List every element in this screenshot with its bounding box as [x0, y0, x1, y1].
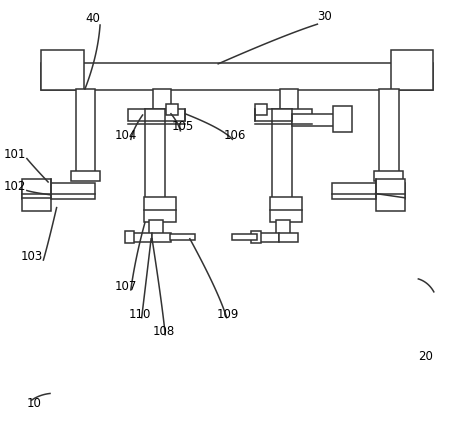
Text: 40: 40 — [85, 12, 100, 25]
Bar — [75, 89, 95, 174]
Text: 20: 20 — [419, 351, 434, 363]
Bar — [152, 233, 171, 242]
Text: 109: 109 — [217, 308, 239, 321]
Text: 104: 104 — [115, 128, 137, 142]
Bar — [146, 110, 165, 218]
Bar — [332, 183, 405, 199]
Bar — [270, 197, 302, 222]
Bar — [166, 104, 178, 115]
Bar — [22, 179, 51, 211]
Bar — [259, 233, 279, 242]
Bar — [251, 231, 261, 243]
Bar — [292, 114, 337, 126]
Bar — [153, 89, 171, 113]
Text: 110: 110 — [129, 308, 151, 321]
Bar — [22, 183, 95, 199]
Text: 108: 108 — [153, 325, 175, 338]
Bar — [71, 171, 100, 181]
Bar — [128, 110, 185, 122]
Bar — [280, 89, 298, 113]
Text: 105: 105 — [172, 120, 194, 133]
Bar — [391, 50, 433, 90]
Text: 106: 106 — [224, 128, 246, 142]
Bar — [132, 233, 152, 242]
Bar — [232, 234, 257, 241]
Text: 102: 102 — [4, 180, 26, 193]
Bar — [255, 104, 267, 115]
Text: 101: 101 — [4, 148, 26, 161]
Bar — [379, 89, 399, 174]
Bar — [144, 197, 176, 222]
Bar — [279, 233, 298, 242]
Text: 107: 107 — [115, 280, 137, 293]
Text: 10: 10 — [27, 397, 41, 410]
Bar — [333, 107, 352, 132]
Bar — [272, 110, 292, 218]
Bar — [375, 179, 405, 211]
Bar — [41, 62, 433, 90]
Bar — [149, 220, 164, 234]
Text: 103: 103 — [20, 250, 43, 263]
Bar — [41, 50, 83, 90]
Bar — [255, 110, 312, 122]
Bar — [276, 220, 290, 234]
Bar — [125, 231, 134, 243]
Bar — [170, 234, 194, 241]
Bar — [374, 171, 403, 181]
Text: 30: 30 — [317, 10, 332, 24]
